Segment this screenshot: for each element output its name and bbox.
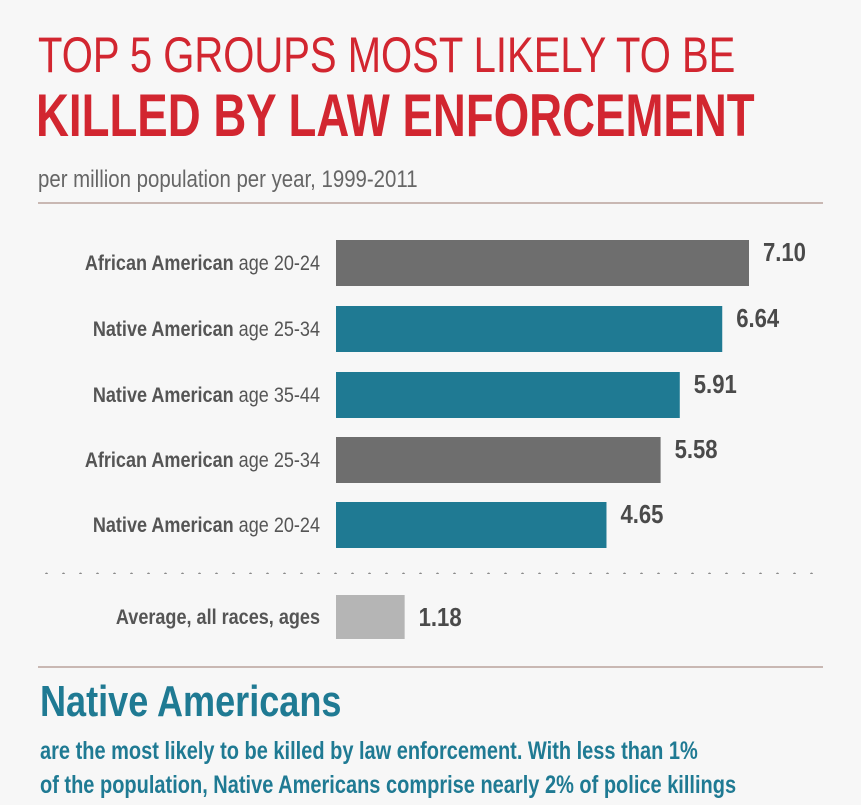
footer-line-1: are the most likely to be killed by law … bbox=[40, 737, 698, 765]
category-label-1: Native American age 25-34 bbox=[93, 318, 320, 342]
value-label-3: 5.58 bbox=[675, 435, 718, 464]
bar-0 bbox=[336, 240, 749, 286]
category-group-3: African American bbox=[85, 449, 234, 473]
category-age-4: age 20-24 bbox=[234, 514, 320, 538]
category-label-average: Average, all races, ages bbox=[116, 606, 320, 630]
category-label-0: African American age 20-24 bbox=[85, 252, 320, 276]
category-label-4: Native American age 20-24 bbox=[93, 514, 320, 538]
footer-body: are the most likely to be killed by law … bbox=[40, 734, 736, 802]
value-label-4: 4.65 bbox=[620, 500, 663, 529]
footer-heading: Native Americans bbox=[40, 677, 342, 726]
bar-2 bbox=[336, 372, 680, 418]
category-group-4: Native American bbox=[93, 514, 234, 538]
title-line-1: TOP 5 GROUPS MOST LIKELY TO BE bbox=[38, 27, 736, 83]
category-age-0: age 20-24 bbox=[234, 252, 320, 276]
top-divider bbox=[38, 202, 823, 204]
category-label-3: African American age 25-34 bbox=[85, 449, 320, 473]
category-age-3: age 25-34 bbox=[234, 449, 320, 473]
bottom-divider bbox=[38, 666, 823, 668]
subtitle: per million population per year, 1999-20… bbox=[38, 166, 418, 193]
value-label-average: 1.18 bbox=[419, 603, 462, 632]
value-label-1: 6.64 bbox=[736, 304, 780, 333]
value-label-2: 5.91 bbox=[694, 370, 737, 399]
bar-1 bbox=[336, 306, 723, 352]
value-label-0: 7.10 bbox=[763, 238, 806, 267]
category-group-average: Average, all races, ages bbox=[116, 606, 320, 630]
category-group-0: African American bbox=[85, 252, 234, 276]
title-line-2: KILLED BY LAW ENFORCEMENT bbox=[36, 82, 755, 149]
category-age-1: age 25-34 bbox=[234, 318, 320, 342]
category-group-2: Native American bbox=[93, 384, 234, 408]
bar-3 bbox=[336, 437, 661, 483]
dotted-separator bbox=[38, 572, 823, 574]
category-label-2: Native American age 35-44 bbox=[93, 384, 320, 408]
bar-4 bbox=[336, 502, 607, 548]
category-group-1: Native American bbox=[93, 318, 234, 342]
bar-average bbox=[336, 595, 405, 639]
category-age-2: age 35-44 bbox=[234, 384, 320, 408]
footer-line-2: of the population, Native Americans comp… bbox=[40, 771, 737, 799]
